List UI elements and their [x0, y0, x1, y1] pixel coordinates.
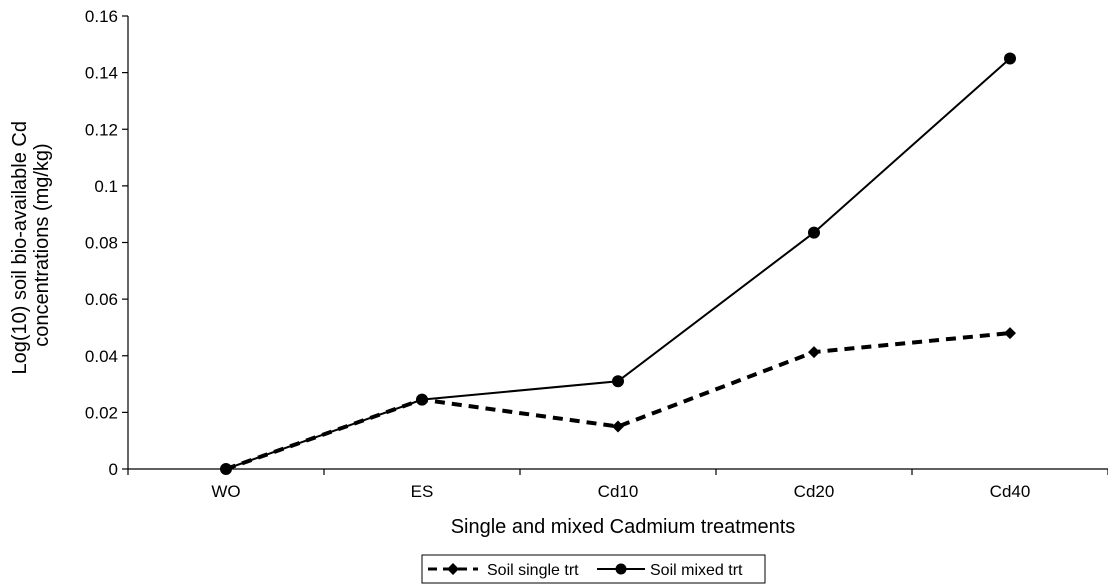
series-mixed — [220, 52, 1016, 475]
x-tick-label: Cd10 — [598, 482, 639, 501]
data-point — [612, 375, 624, 388]
legend-label-mixed: Soil mixed trt — [650, 562, 743, 579]
y-tick-label: 0.16 — [85, 7, 118, 26]
series-layer — [220, 52, 1016, 475]
y-tick-label: 0 — [109, 460, 118, 479]
y-axis-title-line-1: Log(10) soil bio-available Cd — [9, 121, 31, 374]
y-axis-title-line-2: concentrations (mg/kg) — [31, 143, 53, 346]
legend-box — [421, 554, 766, 584]
data-point — [612, 420, 624, 433]
series-single — [220, 327, 1016, 475]
series-line — [225, 331, 1011, 471]
data-point — [1004, 327, 1016, 340]
x-tick-label: Cd20 — [794, 482, 835, 501]
y-axis-title: Log(10) soil bio-available Cd concentrat… — [9, 115, 53, 374]
y-axis-ticks: 0 0.02 0.04 0.06 0.08 0.1 0.12 0.14 0.16 — [85, 7, 128, 479]
y-tick-label: 0.06 — [85, 290, 118, 309]
data-point — [808, 226, 820, 239]
series-line — [225, 57, 1011, 470]
data-point — [1004, 52, 1016, 65]
y-tick-label: 0.08 — [85, 234, 118, 253]
y-tick-label: 0.04 — [85, 347, 118, 366]
y-tick-label: 0.14 — [85, 64, 118, 83]
data-point — [416, 393, 428, 406]
y-tick-label: 0.1 — [94, 177, 118, 196]
legend-marker-single — [447, 563, 459, 575]
legend: Soil single trt Soil mixed trt — [421, 554, 766, 584]
y-tick-label: 0.02 — [85, 403, 118, 422]
x-axis-ticks: WO ES Cd10 Cd20 Cd40 — [127, 469, 1108, 501]
y-tick-label: 0.12 — [85, 120, 118, 139]
data-point — [220, 463, 232, 475]
x-tick-label: ES — [411, 482, 434, 501]
legend-label-single: Soil single trt — [487, 562, 579, 579]
legend-marker-mixed — [615, 563, 627, 575]
x-tick-label: WO — [211, 482, 240, 501]
x-axis-title: Single and mixed Cadmium treatments — [451, 516, 796, 538]
data-point — [808, 346, 820, 359]
x-tick-label: Cd40 — [990, 482, 1031, 501]
